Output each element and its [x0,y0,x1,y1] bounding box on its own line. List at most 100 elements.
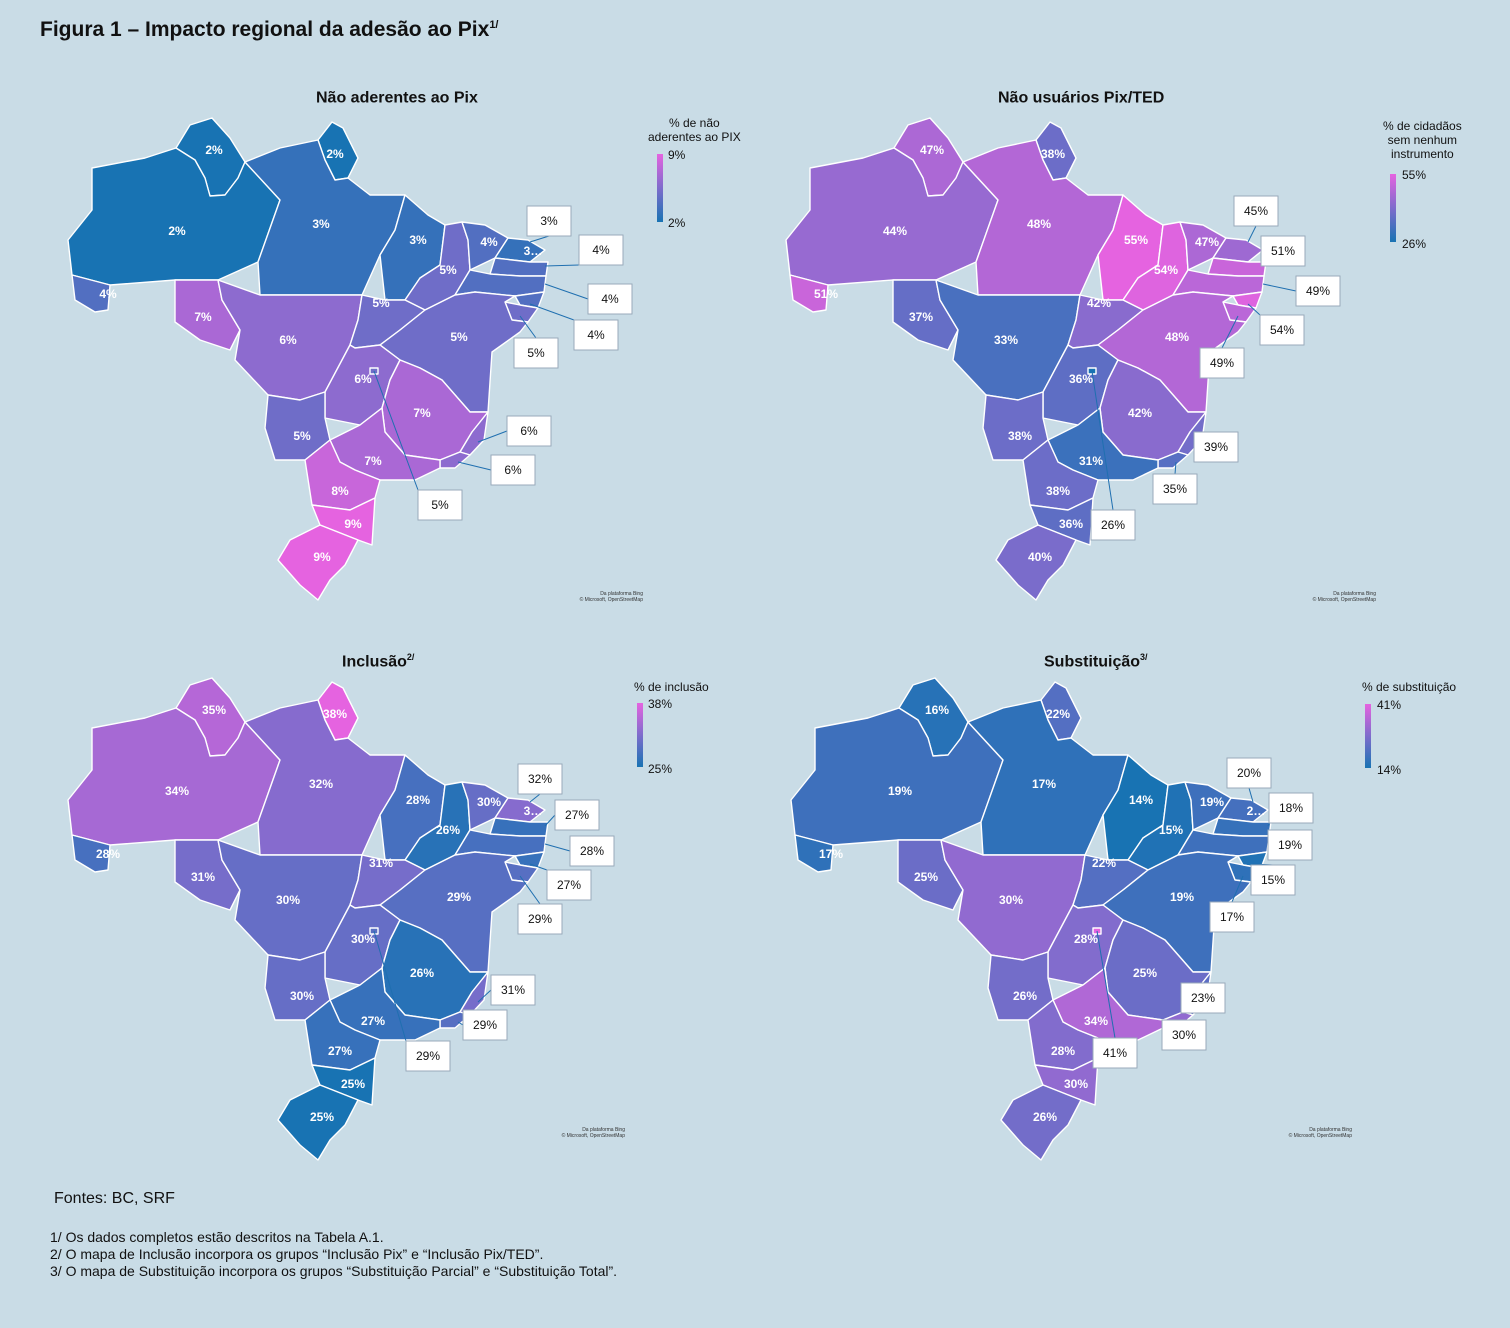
callout-leader-df [373,930,407,1042]
callout-box-se [1199,347,1245,379]
state-label-rs: 40% [1028,550,1052,564]
map-panel-nao-aderentes: Não aderentes ao Pix % de não aderentes a… [0,70,755,630]
callout-label-rj: 35% [1163,482,1187,496]
state-ac [789,274,829,313]
state-label-ce: 19% [1200,795,1224,809]
callout-leader-df [1096,930,1116,1039]
sources: Fontes: BC, SRF [54,1190,175,1207]
state-label-ce: 47% [1195,235,1219,249]
callout-box-se [517,903,563,935]
map-attribution: Da plataforma Bing © Microsoft, OpenStree… [540,591,643,603]
state-label-go: 36% [1069,372,1093,386]
callout-box-al [1259,314,1305,346]
callout-leader-se [1231,875,1244,903]
legend-title: % de inclusão [634,680,709,694]
state-label-pi: 26% [436,823,460,837]
state-label-am: 19% [888,784,912,798]
state-label-am: 2% [168,224,186,238]
state-rs [277,524,359,601]
callout-leader-df [1091,370,1114,511]
callout-leader-pb [544,264,580,267]
callout-leader-rj [457,1021,464,1026]
callout-box-al [546,869,592,901]
state-label-ba: 5% [450,330,468,344]
state-label-ac: 51% [814,287,838,301]
legend-max: 38% [648,697,673,711]
callout-label-pe: 49% [1306,284,1330,298]
state-label-pi: 54% [1154,263,1178,277]
state-label-go: 6% [354,372,372,386]
state-label-sp: 27% [361,1014,385,1028]
state-pb [1207,257,1267,277]
state-label-sc: 30% [1064,1077,1088,1091]
callout-leader-al [1247,303,1261,316]
state-label-mg: 25% [1133,966,1157,980]
state-label-go: 28% [1074,932,1098,946]
choropleth-map: 16% 22% 19% 17% 17% 25% 30% 14% 15% 19% 2… 22% 19% 28… [790,677,1314,1161]
callout-box-pb [554,799,600,831]
state-rs [995,524,1077,601]
callout-label-es: 6% [520,424,538,438]
map-title: Inclusão2/ [342,652,415,671]
callout-leader-se [1221,315,1239,349]
legend-title-line-3: instrumento [1391,147,1454,161]
state-label-pa: 32% [309,777,333,791]
callout-box-pe [569,835,615,867]
callout-box-pb [578,234,624,266]
callout-label-rj: 30% [1172,1028,1196,1042]
callout-label-al: 15% [1261,873,1285,887]
state-label-pr: 27% [328,1044,352,1058]
state-label-mg: 26% [410,966,434,980]
callout-box-pb [1268,792,1314,824]
callout-box-df [405,1040,451,1072]
callout-label-se: 17% [1220,910,1244,924]
state-ac [794,834,834,873]
state-am [67,147,281,286]
state-label-ro: 37% [909,310,933,324]
callout-leader-es [477,989,492,1003]
legend-min: 25% [648,762,673,776]
state-label-pa: 3% [312,217,330,231]
callout-label-df: 5% [431,498,449,512]
callout-box-pe [1295,275,1341,307]
state-label-ce: 30% [477,795,501,809]
state-label-ap: 38% [1041,147,1065,161]
callout-leader-df [373,370,419,491]
legend-color-bar [1390,174,1396,242]
state-label-sc: 9% [344,517,362,531]
state-label-rn: 2… [1247,804,1266,818]
state-label-ro: 31% [191,870,215,884]
callout-label-rn: 3% [540,214,558,228]
legend-title-line-1: % de cidadãos [1383,119,1462,133]
callout-box-df [1090,509,1136,541]
state-label-rr: 35% [202,703,226,717]
state-label-pr: 28% [1051,1044,1075,1058]
legend-title: % de substituição [1362,680,1457,694]
map-attribution: Da plataforma Bing © Microsoft, OpenStree… [1273,591,1376,603]
callout-leader-pb [544,814,556,827]
attribution-line-1: Da plataforma Bing [582,1127,625,1133]
choropleth-map: 47% 38% 44% 48% 51% 37% 33% 55% 54% 47% 42% 48% 36% 3… [785,117,1341,601]
callout-leader-pe [544,843,571,852]
callout-label-se: 49% [1210,356,1234,370]
figure-title: Figura 1 – Impacto regional da adesão ao… [40,18,499,41]
state-label-to: 31% [369,856,393,870]
state-label-ba: 19% [1170,890,1194,904]
callout-label-pe: 4% [601,292,619,306]
state-label-rr: 16% [925,703,949,717]
callout-label-df: 26% [1101,518,1125,532]
attribution-line-2: © Microsoft, OpenStreetMap [561,1133,625,1139]
map-panel-inclusao: Inclusão2/ % de inclusão 38% 25% 35% 38% 3… [0,630,755,1190]
state-label-ro: 7% [194,310,212,324]
map-attribution: Da plataforma Bing © Microsoft, OpenStree… [522,1127,625,1139]
state-label-mt: 30% [276,893,300,907]
legend-color-bar [1365,704,1371,768]
state-pb [1212,817,1272,837]
callout-box-se [513,337,559,369]
legend-title-line-2: sem nenhum [1387,133,1458,147]
state-label-rr: 47% [920,143,944,157]
callout-box-rn [1233,195,1279,227]
state-label-ap: 22% [1046,707,1070,721]
callout-box-rj [1161,1019,1207,1051]
state-label-ba: 48% [1165,330,1189,344]
